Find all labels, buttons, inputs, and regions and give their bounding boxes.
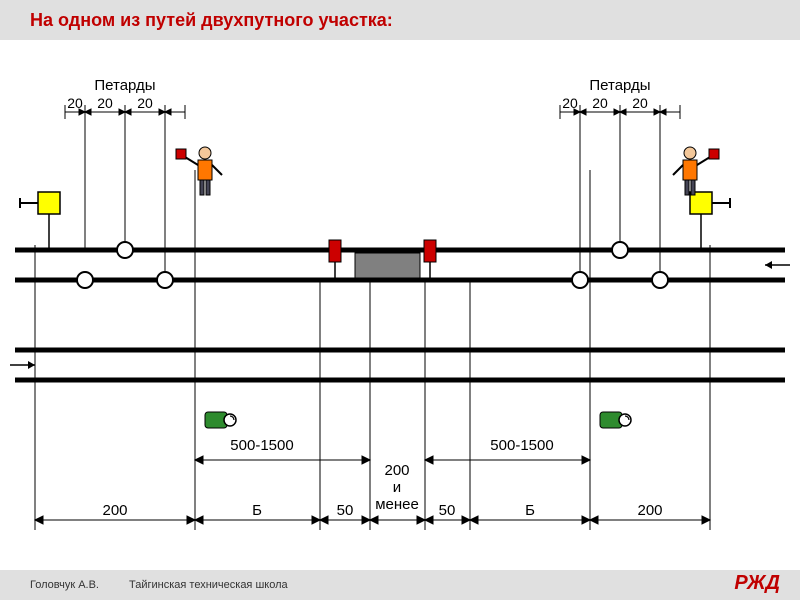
arrow-left-icon	[765, 261, 790, 269]
dim-20-3: 20	[137, 95, 153, 111]
phone-icon-left	[205, 412, 236, 428]
petard-group-right	[572, 105, 668, 288]
dim-50-right: 50	[439, 502, 456, 519]
rzd-logo: РЖД	[734, 572, 780, 595]
dim-B-left: Б	[252, 502, 262, 519]
dim-B-right: Б	[525, 502, 535, 519]
footer-school: Тайгинская техническая школа	[129, 579, 288, 591]
dim-200-right: 200	[637, 502, 662, 519]
railway-diagram: Петарды 20 20 20 Петарды 20 20 20	[0, 40, 800, 560]
petardy-label-right: Петарды	[589, 77, 650, 94]
worker-icon-left	[176, 147, 222, 195]
dim-200-left: 200	[102, 502, 127, 519]
dim-20-6: 20	[632, 95, 648, 111]
phone-icon-right	[600, 412, 631, 428]
dim-20-4: 20	[562, 95, 578, 111]
petardy-label-left: Петарды	[94, 77, 155, 94]
petard-group-left	[77, 105, 173, 288]
dim-500-left: 500-1500	[230, 437, 293, 454]
arrow-right-icon	[10, 361, 35, 369]
dim-500-right: 500-1500	[490, 437, 553, 454]
yellow-signal-left	[20, 192, 60, 250]
yellow-signal-right	[690, 192, 730, 250]
dim-50-left: 50	[337, 502, 354, 519]
dim-200less-1: 200	[384, 462, 409, 479]
dim-20-1: 20	[67, 95, 83, 111]
dim-20-5: 20	[592, 95, 608, 111]
red-shield-left	[329, 240, 341, 280]
dim-20-2: 20	[97, 95, 113, 111]
bottom-dim-line	[35, 516, 710, 524]
footer-author: Головчук А.В.	[30, 579, 99, 591]
dim-200less-3: менее	[375, 496, 419, 513]
worker-icon-right	[673, 147, 719, 195]
footer: Головчук А.В. Тайгинская техническая шко…	[0, 570, 800, 600]
page-title: На одном из путей двухпутного участка:	[30, 10, 393, 31]
red-shield-right	[424, 240, 436, 280]
work-zone	[355, 253, 420, 278]
dim-200less-2: и	[393, 479, 401, 496]
